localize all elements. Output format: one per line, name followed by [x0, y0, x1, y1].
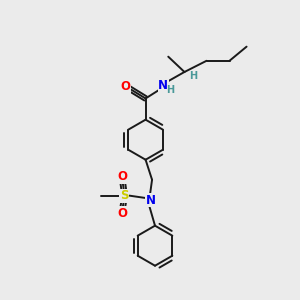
- Text: H: H: [189, 70, 197, 80]
- Text: N: N: [158, 79, 168, 92]
- Text: O: O: [118, 170, 128, 183]
- Text: N: N: [146, 194, 156, 207]
- Text: O: O: [121, 80, 131, 93]
- Text: S: S: [120, 189, 128, 202]
- Text: O: O: [118, 207, 128, 220]
- Text: H: H: [166, 85, 174, 94]
